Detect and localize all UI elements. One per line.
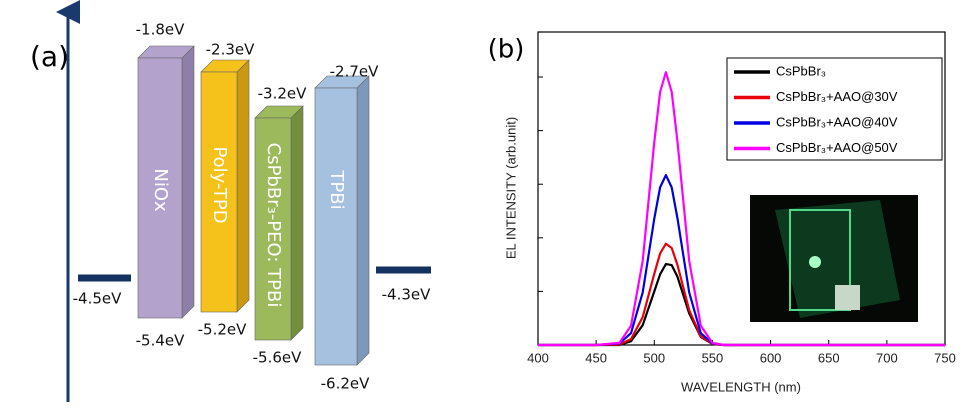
homo-label: -5.6eV [253,349,302,367]
energy-diagram: (a) NiOx -1.8eV -5.4eV Poly-TPD -2.3eV -5.2eV… [30,0,431,402]
layer-name: NiOx [150,168,171,212]
homo-label: -5.4eV [136,332,185,350]
lumo-label: -2.7eV [330,63,379,81]
panel-label: (b) [488,35,525,65]
lumo-label: -1.8eV [136,21,185,39]
photo-glow [775,200,900,318]
layer-side [290,105,304,341]
series-line [538,71,945,347]
photo-label [835,285,860,310]
x-tick-label: 650 [818,350,840,365]
x-tick-label: 600 [760,350,782,365]
layer-name: CsPbBr₃-PEO: TPBi [263,143,284,308]
x-tick-label: 400 [527,350,549,365]
homo-label: -5.2eV [198,321,247,339]
legend-label: CsPbBr₃+AAO@30V [776,89,898,104]
x-tick-label: 500 [643,350,665,365]
layer-side [236,59,250,313]
layer-box [254,117,292,341]
layer-box [200,71,238,313]
legend-label: CsPbBr₃+AAO@40V [776,114,898,129]
photo-spot [809,256,821,268]
x-tick-label: 750 [934,350,956,365]
panel-label: (a) [30,40,69,73]
x-tick-label: 700 [876,350,898,365]
layer-name: TPBi [326,169,347,209]
layer-name: Poly-TPD [209,146,230,223]
legend-label: CsPbBr₃+AAO@50V [776,140,898,155]
legend-label: CsPbBr₃ [776,63,826,78]
homo-label: -6.2eV [321,375,370,393]
inset-photo [750,195,918,322]
x-axis-label: WAVELENGTH (nm) [681,379,801,394]
layer-side [181,45,195,319]
x-tick-label: 450 [585,350,607,365]
layer-box [137,57,183,319]
layer-box [314,87,358,366]
layer-side [356,75,370,366]
y-axis-label: EL INTENSITY (arb.unit) [503,117,518,259]
x-tick-label: 550 [702,350,724,365]
el-chart: (b) WAVELENGTH (nm) EL INTENSITY (arb.un… [488,31,956,394]
electrode-label: -4.3eV [382,286,431,304]
legend [726,57,943,161]
photo-device [789,209,851,311]
lumo-label: -3.2eV [258,85,307,103]
lumo-label: -2.3eV [206,41,255,59]
electrode-label: -4.5eV [73,290,122,308]
